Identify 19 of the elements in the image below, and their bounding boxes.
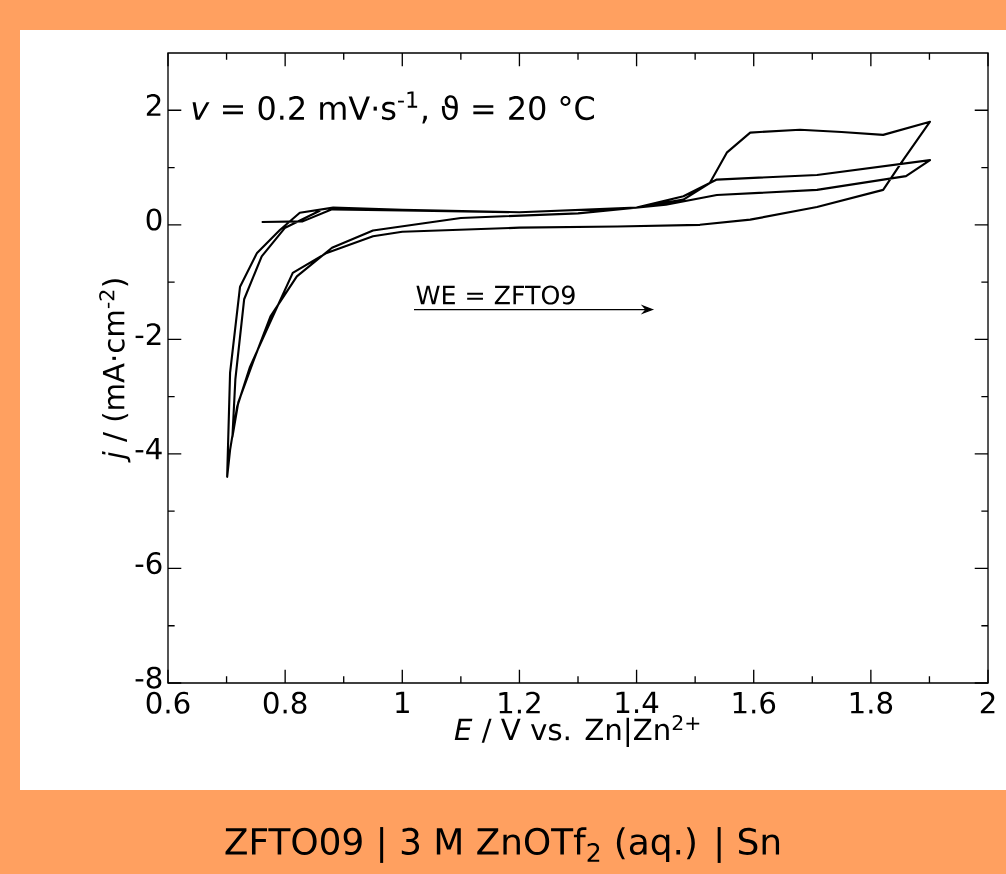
x-tick-label: 1 (396, 691, 409, 713)
x-axis-title: E / V vs. Zn|Zn$^{2+}$ (454, 714, 700, 748)
y-tick-label: -8 (135, 666, 162, 689)
annotation: WE = ZFTO9 (416, 285, 575, 305)
annotation: v = 0.2 mV·s$^{-1}$, ϑ = 20 °C (192, 91, 594, 124)
y-tick-label: 0 (146, 208, 162, 231)
y-tick-label: -2 (135, 323, 161, 345)
x-tick-label: 1.6 (733, 691, 776, 714)
y-tick-label: -6 (135, 552, 162, 575)
x-tick-label: 1.2 (499, 691, 540, 714)
y-tick-label: -4 (135, 437, 162, 460)
x-tick-label: 0.6 (146, 691, 190, 714)
x-tick-label: 0.8 (263, 691, 307, 714)
x-tick-label: 1.4 (616, 691, 659, 713)
y-tick-label: 2 (146, 94, 161, 116)
text: ZFTO09 | 3 M ZnOTf$_{2}$ (aq.) | Sn (225, 827, 780, 863)
x-tick-label: 2 (980, 691, 995, 714)
y-axis-title: j / (mA·cm$^{-2}$) (99, 279, 131, 463)
x-tick-label: 1.8 (850, 691, 893, 714)
